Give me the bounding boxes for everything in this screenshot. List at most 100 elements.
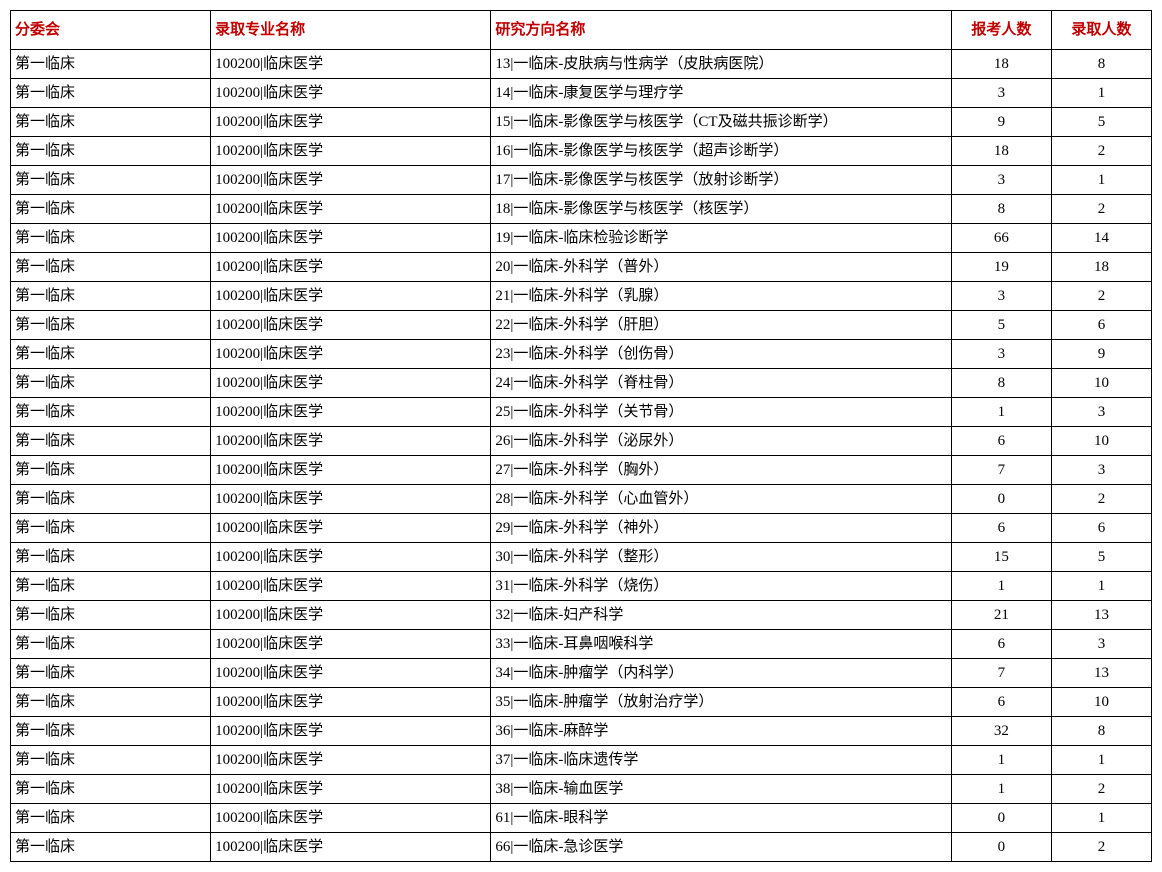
cell-major: 100200|临床医学 [211,427,491,456]
cell-applicants: 7 [951,659,1051,688]
cell-admitted: 5 [1051,543,1151,572]
cell-committee: 第一临床 [11,746,211,775]
cell-admitted: 2 [1051,137,1151,166]
table-row: 第一临床100200|临床医学26|一临床-外科学（泌尿外）610 [11,427,1152,456]
cell-major: 100200|临床医学 [211,369,491,398]
cell-admitted: 2 [1051,775,1151,804]
cell-major: 100200|临床医学 [211,543,491,572]
cell-applicants: 15 [951,543,1051,572]
cell-committee: 第一临床 [11,108,211,137]
table-row: 第一临床100200|临床医学35|一临床-肿瘤学（放射治疗学）610 [11,688,1152,717]
cell-major: 100200|临床医学 [211,50,491,79]
cell-applicants: 3 [951,79,1051,108]
cell-direction: 13|一临床-皮肤病与性病学（皮肤病医院） [491,50,951,79]
table-row: 第一临床100200|临床医学22|一临床-外科学（肝胆）56 [11,311,1152,340]
col-header-committee: 分委会 [11,11,211,50]
cell-major: 100200|临床医学 [211,659,491,688]
cell-admitted: 3 [1051,456,1151,485]
cell-admitted: 9 [1051,340,1151,369]
cell-applicants: 3 [951,166,1051,195]
cell-applicants: 3 [951,340,1051,369]
col-header-direction: 研究方向名称 [491,11,951,50]
cell-major: 100200|临床医学 [211,108,491,137]
table-row: 第一临床100200|临床医学29|一临床-外科学（神外）66 [11,514,1152,543]
cell-committee: 第一临床 [11,369,211,398]
cell-committee: 第一临床 [11,340,211,369]
cell-direction: 15|一临床-影像医学与核医学（CT及磁共振诊断学） [491,108,951,137]
cell-admitted: 10 [1051,369,1151,398]
table-row: 第一临床100200|临床医学37|一临床-临床遗传学11 [11,746,1152,775]
cell-direction: 38|一临床-输血医学 [491,775,951,804]
cell-major: 100200|临床医学 [211,717,491,746]
cell-admitted: 13 [1051,601,1151,630]
cell-applicants: 66 [951,224,1051,253]
cell-committee: 第一临床 [11,601,211,630]
table-header-row: 分委会 录取专业名称 研究方向名称 报考人数 录取人数 [11,11,1152,50]
cell-major: 100200|临床医学 [211,398,491,427]
col-header-admitted: 录取人数 [1051,11,1151,50]
cell-committee: 第一临床 [11,543,211,572]
cell-direction: 29|一临床-外科学（神外） [491,514,951,543]
cell-admitted: 10 [1051,688,1151,717]
cell-applicants: 8 [951,369,1051,398]
cell-admitted: 1 [1051,166,1151,195]
cell-major: 100200|临床医学 [211,688,491,717]
cell-direction: 37|一临床-临床遗传学 [491,746,951,775]
table-row: 第一临床100200|临床医学24|一临床-外科学（脊柱骨）810 [11,369,1152,398]
cell-admitted: 3 [1051,398,1151,427]
cell-major: 100200|临床医学 [211,630,491,659]
cell-admitted: 8 [1051,50,1151,79]
cell-committee: 第一临床 [11,456,211,485]
cell-committee: 第一临床 [11,485,211,514]
table-row: 第一临床100200|临床医学19|一临床-临床检验诊断学6614 [11,224,1152,253]
table-row: 第一临床100200|临床医学13|一临床-皮肤病与性病学（皮肤病医院）188 [11,50,1152,79]
cell-applicants: 8 [951,195,1051,224]
cell-applicants: 21 [951,601,1051,630]
table-row: 第一临床100200|临床医学31|一临床-外科学（烧伤）11 [11,572,1152,601]
cell-committee: 第一临床 [11,253,211,282]
cell-major: 100200|临床医学 [211,485,491,514]
table-body: 第一临床100200|临床医学13|一临床-皮肤病与性病学（皮肤病医院）188第… [11,50,1152,862]
cell-admitted: 6 [1051,311,1151,340]
cell-major: 100200|临床医学 [211,166,491,195]
cell-admitted: 2 [1051,833,1151,862]
cell-admitted: 2 [1051,485,1151,514]
cell-major: 100200|临床医学 [211,833,491,862]
cell-direction: 19|一临床-临床检验诊断学 [491,224,951,253]
cell-applicants: 1 [951,775,1051,804]
cell-committee: 第一临床 [11,514,211,543]
table-row: 第一临床100200|临床医学21|一临床-外科学（乳腺）32 [11,282,1152,311]
cell-applicants: 6 [951,514,1051,543]
table-row: 第一临床100200|临床医学34|一临床-肿瘤学（内科学）713 [11,659,1152,688]
cell-direction: 14|一临床-康复医学与理疗学 [491,79,951,108]
cell-direction: 22|一临床-外科学（肝胆） [491,311,951,340]
cell-direction: 61|一临床-眼科学 [491,804,951,833]
table-row: 第一临床100200|临床医学14|一临床-康复医学与理疗学31 [11,79,1152,108]
cell-admitted: 2 [1051,195,1151,224]
cell-applicants: 32 [951,717,1051,746]
cell-committee: 第一临床 [11,79,211,108]
cell-major: 100200|临床医学 [211,340,491,369]
cell-committee: 第一临床 [11,282,211,311]
cell-direction: 35|一临床-肿瘤学（放射治疗学） [491,688,951,717]
table-row: 第一临床100200|临床医学32|一临床-妇产科学2113 [11,601,1152,630]
cell-applicants: 1 [951,398,1051,427]
cell-major: 100200|临床医学 [211,137,491,166]
cell-direction: 24|一临床-外科学（脊柱骨） [491,369,951,398]
cell-direction: 28|一临床-外科学（心血管外） [491,485,951,514]
cell-major: 100200|临床医学 [211,253,491,282]
table-row: 第一临床100200|临床医学25|一临床-外科学（关节骨）13 [11,398,1152,427]
cell-major: 100200|临床医学 [211,572,491,601]
cell-admitted: 5 [1051,108,1151,137]
cell-direction: 18|一临床-影像医学与核医学（核医学） [491,195,951,224]
cell-committee: 第一临床 [11,717,211,746]
cell-admitted: 14 [1051,224,1151,253]
table-row: 第一临床100200|临床医学28|一临床-外科学（心血管外）02 [11,485,1152,514]
cell-admitted: 13 [1051,659,1151,688]
col-header-applicants: 报考人数 [951,11,1051,50]
cell-major: 100200|临床医学 [211,79,491,108]
cell-major: 100200|临床医学 [211,775,491,804]
cell-major: 100200|临床医学 [211,195,491,224]
cell-committee: 第一临床 [11,224,211,253]
table-row: 第一临床100200|临床医学17|一临床-影像医学与核医学（放射诊断学）31 [11,166,1152,195]
